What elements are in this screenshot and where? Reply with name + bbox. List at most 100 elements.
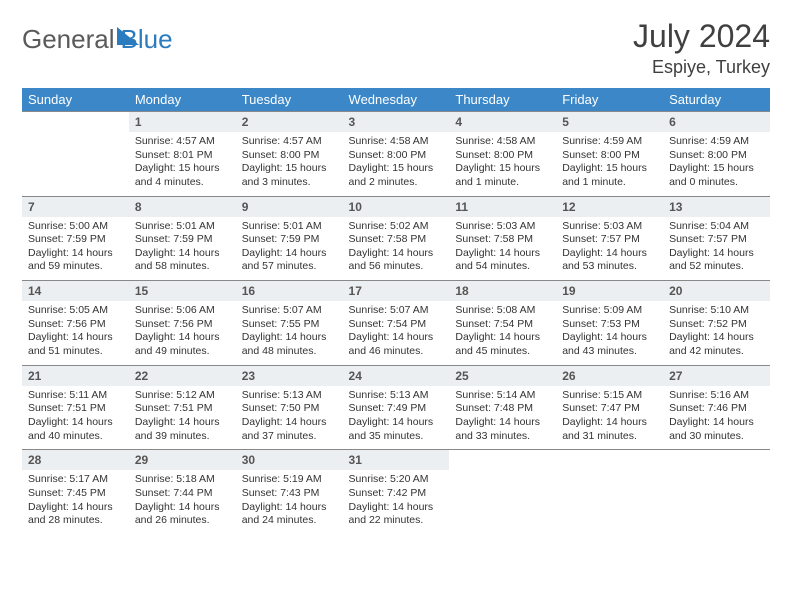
calendar-cell: 7Sunrise: 5:00 AMSunset: 7:59 PMDaylight…: [22, 196, 129, 281]
triangle-icon: [117, 27, 139, 45]
calendar-cell: 13Sunrise: 5:04 AMSunset: 7:57 PMDayligh…: [663, 196, 770, 281]
calendar-cell: 31Sunrise: 5:20 AMSunset: 7:42 PMDayligh…: [343, 449, 450, 534]
sunrise-text: Sunrise: 4:57 AM: [242, 135, 337, 149]
day-details: Sunrise: 5:13 AMSunset: 7:50 PMDaylight:…: [236, 386, 343, 450]
daylight-text: Daylight: 14 hours and 35 minutes.: [349, 416, 444, 443]
daylight-text: Daylight: 14 hours and 30 minutes.: [669, 416, 764, 443]
weekday-header: Friday: [556, 88, 663, 111]
day-number: 16: [236, 280, 343, 301]
sunset-text: Sunset: 8:00 PM: [562, 149, 657, 163]
sunrise-text: Sunrise: 4:58 AM: [455, 135, 550, 149]
sunrise-text: Sunrise: 5:01 AM: [135, 220, 230, 234]
day-number: 3: [343, 111, 450, 132]
sunrise-text: Sunrise: 5:11 AM: [28, 389, 123, 403]
day-details: Sunrise: 4:57 AMSunset: 8:01 PMDaylight:…: [129, 132, 236, 196]
sunrise-text: Sunrise: 4:59 AM: [669, 135, 764, 149]
sunset-text: Sunset: 7:59 PM: [242, 233, 337, 247]
calendar-cell: 20Sunrise: 5:10 AMSunset: 7:52 PMDayligh…: [663, 280, 770, 365]
sunset-text: Sunset: 7:59 PM: [135, 233, 230, 247]
sunrise-text: Sunrise: 5:15 AM: [562, 389, 657, 403]
day-number: 17: [343, 280, 450, 301]
daylight-text: Daylight: 14 hours and 48 minutes.: [242, 331, 337, 358]
sunrise-text: Sunrise: 4:58 AM: [349, 135, 444, 149]
calendar-cell: [449, 449, 556, 534]
sunset-text: Sunset: 7:54 PM: [455, 318, 550, 332]
day-details: Sunrise: 5:02 AMSunset: 7:58 PMDaylight:…: [343, 217, 450, 281]
sunset-text: Sunset: 7:53 PM: [562, 318, 657, 332]
calendar-body: 1Sunrise: 4:57 AMSunset: 8:01 PMDaylight…: [22, 111, 770, 534]
daylight-text: Daylight: 14 hours and 46 minutes.: [349, 331, 444, 358]
sunrise-text: Sunrise: 5:13 AM: [242, 389, 337, 403]
sunset-text: Sunset: 7:45 PM: [28, 487, 123, 501]
day-number: 2: [236, 111, 343, 132]
day-number: 9: [236, 196, 343, 217]
location: Espiye, Turkey: [633, 57, 770, 78]
day-number: 18: [449, 280, 556, 301]
daylight-text: Daylight: 15 hours and 0 minutes.: [669, 162, 764, 189]
day-number: 31: [343, 449, 450, 470]
sunset-text: Sunset: 7:55 PM: [242, 318, 337, 332]
day-details: Sunrise: 5:03 AMSunset: 7:58 PMDaylight:…: [449, 217, 556, 281]
calendar-cell: 23Sunrise: 5:13 AMSunset: 7:50 PMDayligh…: [236, 365, 343, 450]
day-details: Sunrise: 5:04 AMSunset: 7:57 PMDaylight:…: [663, 217, 770, 281]
day-number: [556, 449, 663, 470]
calendar-cell: 26Sunrise: 5:15 AMSunset: 7:47 PMDayligh…: [556, 365, 663, 450]
calendar-cell: 5Sunrise: 4:59 AMSunset: 8:00 PMDaylight…: [556, 111, 663, 196]
day-number: 7: [22, 196, 129, 217]
sunrise-text: Sunrise: 5:08 AM: [455, 304, 550, 318]
day-details: Sunrise: 5:01 AMSunset: 7:59 PMDaylight:…: [236, 217, 343, 281]
calendar-cell: 29Sunrise: 5:18 AMSunset: 7:44 PMDayligh…: [129, 449, 236, 534]
sunrise-text: Sunrise: 5:13 AM: [349, 389, 444, 403]
header: General Blue July 2024 Espiye, Turkey: [22, 18, 770, 78]
calendar-cell: 9Sunrise: 5:01 AMSunset: 7:59 PMDaylight…: [236, 196, 343, 281]
calendar-cell: 16Sunrise: 5:07 AMSunset: 7:55 PMDayligh…: [236, 280, 343, 365]
sunset-text: Sunset: 7:54 PM: [349, 318, 444, 332]
daylight-text: Daylight: 14 hours and 24 minutes.: [242, 501, 337, 528]
sunset-text: Sunset: 7:46 PM: [669, 402, 764, 416]
day-details: Sunrise: 4:59 AMSunset: 8:00 PMDaylight:…: [556, 132, 663, 196]
day-number: 10: [343, 196, 450, 217]
weekday-header: Thursday: [449, 88, 556, 111]
sunrise-text: Sunrise: 5:10 AM: [669, 304, 764, 318]
calendar-cell: 30Sunrise: 5:19 AMSunset: 7:43 PMDayligh…: [236, 449, 343, 534]
day-number: 13: [663, 196, 770, 217]
sunset-text: Sunset: 7:59 PM: [28, 233, 123, 247]
day-details: Sunrise: 5:03 AMSunset: 7:57 PMDaylight:…: [556, 217, 663, 281]
day-details: Sunrise: 5:18 AMSunset: 7:44 PMDaylight:…: [129, 470, 236, 534]
day-details: Sunrise: 5:05 AMSunset: 7:56 PMDaylight:…: [22, 301, 129, 365]
calendar-cell: 22Sunrise: 5:12 AMSunset: 7:51 PMDayligh…: [129, 365, 236, 450]
sunrise-text: Sunrise: 5:09 AM: [562, 304, 657, 318]
daylight-text: Daylight: 14 hours and 51 minutes.: [28, 331, 123, 358]
day-details: Sunrise: 5:16 AMSunset: 7:46 PMDaylight:…: [663, 386, 770, 450]
month-title: July 2024: [633, 18, 770, 55]
calendar-cell: 4Sunrise: 4:58 AMSunset: 8:00 PMDaylight…: [449, 111, 556, 196]
daylight-text: Daylight: 14 hours and 26 minutes.: [135, 501, 230, 528]
day-number: [449, 449, 556, 470]
day-number: 4: [449, 111, 556, 132]
weekday-header: Saturday: [663, 88, 770, 111]
sunrise-text: Sunrise: 5:05 AM: [28, 304, 123, 318]
day-number: 20: [663, 280, 770, 301]
calendar-cell: [663, 449, 770, 534]
day-number: 30: [236, 449, 343, 470]
day-details: Sunrise: 5:20 AMSunset: 7:42 PMDaylight:…: [343, 470, 450, 534]
daylight-text: Daylight: 14 hours and 53 minutes.: [562, 247, 657, 274]
calendar-cell: 19Sunrise: 5:09 AMSunset: 7:53 PMDayligh…: [556, 280, 663, 365]
day-number: 5: [556, 111, 663, 132]
day-details: Sunrise: 5:07 AMSunset: 7:54 PMDaylight:…: [343, 301, 450, 365]
sunset-text: Sunset: 7:52 PM: [669, 318, 764, 332]
sunrise-text: Sunrise: 5:06 AM: [135, 304, 230, 318]
day-number: [663, 449, 770, 470]
day-number: 26: [556, 365, 663, 386]
sunset-text: Sunset: 8:00 PM: [455, 149, 550, 163]
day-number: 6: [663, 111, 770, 132]
day-details: Sunrise: 5:01 AMSunset: 7:59 PMDaylight:…: [129, 217, 236, 281]
day-details: Sunrise: 5:08 AMSunset: 7:54 PMDaylight:…: [449, 301, 556, 365]
daylight-text: Daylight: 14 hours and 57 minutes.: [242, 247, 337, 274]
daylight-text: Daylight: 14 hours and 59 minutes.: [28, 247, 123, 274]
calendar-cell: 6Sunrise: 4:59 AMSunset: 8:00 PMDaylight…: [663, 111, 770, 196]
sunset-text: Sunset: 8:00 PM: [242, 149, 337, 163]
calendar-cell: 11Sunrise: 5:03 AMSunset: 7:58 PMDayligh…: [449, 196, 556, 281]
sunset-text: Sunset: 7:42 PM: [349, 487, 444, 501]
weekday-header: Sunday: [22, 88, 129, 111]
